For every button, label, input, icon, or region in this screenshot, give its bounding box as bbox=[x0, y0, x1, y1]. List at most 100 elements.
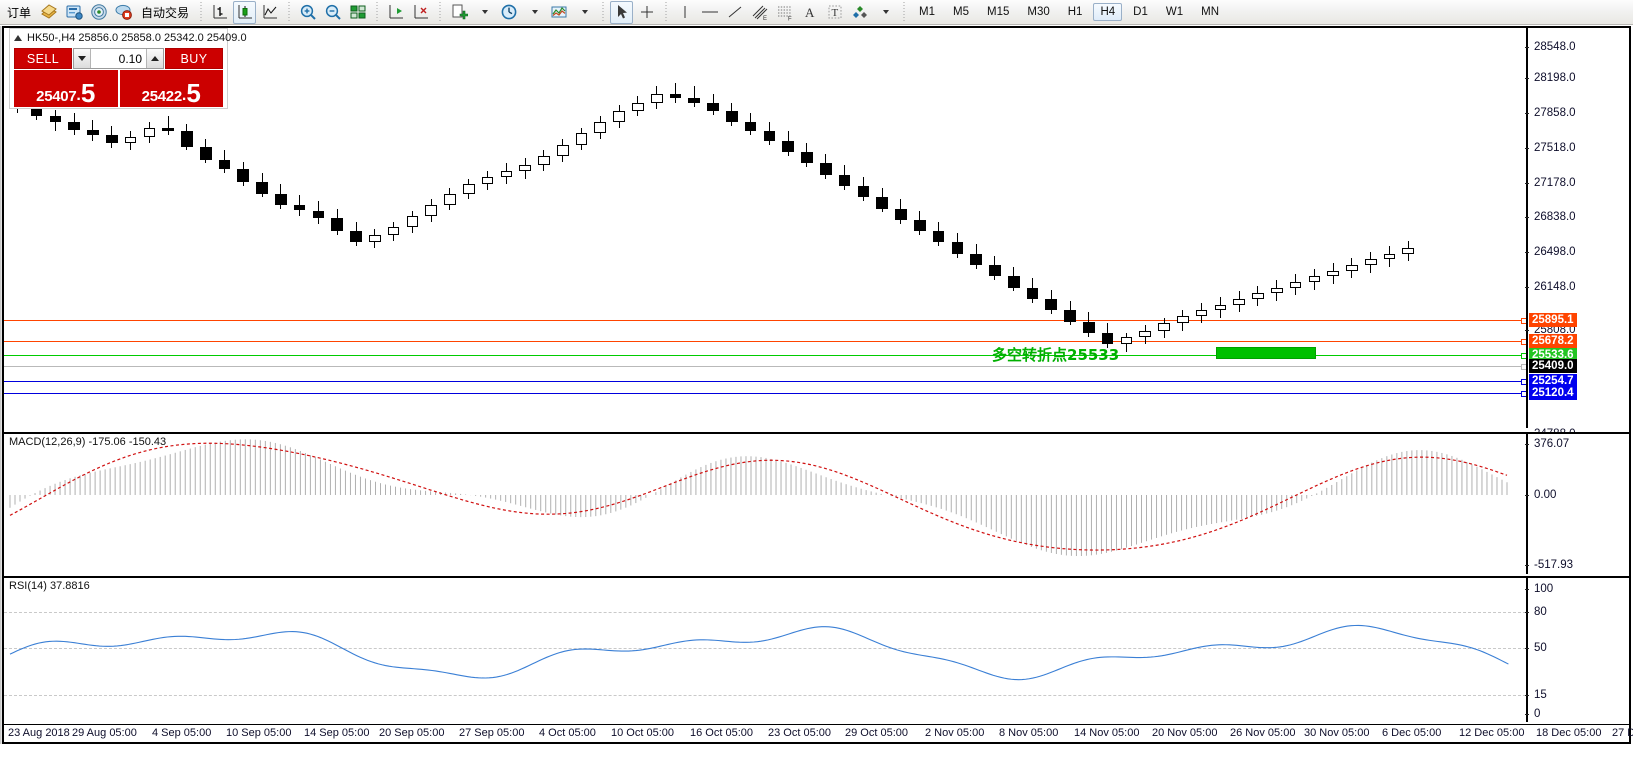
level-handle[interactable] bbox=[1521, 364, 1526, 370]
candle-body bbox=[199, 146, 212, 160]
buy-button[interactable]: BUY bbox=[165, 48, 223, 69]
bar-chart-icon[interactable] bbox=[208, 1, 231, 24]
hline-icon[interactable] bbox=[698, 1, 721, 24]
fibonacci-icon[interactable]: F bbox=[773, 1, 796, 24]
volume-decrease-button[interactable] bbox=[74, 49, 91, 68]
candle bbox=[350, 28, 362, 428]
level-line-support-1[interactable] bbox=[4, 379, 1526, 385]
timeframe-m15[interactable]: M15 bbox=[987, 6, 1010, 18]
pivot-zone-box[interactable] bbox=[1216, 347, 1316, 359]
vline-icon[interactable] bbox=[673, 1, 696, 24]
chevron-down-icon[interactable] bbox=[873, 1, 896, 24]
timeframe-h4[interactable]: H4 bbox=[1093, 3, 1123, 21]
collapse-arrow-icon[interactable] bbox=[14, 34, 22, 41]
timeframe-mn[interactable]: MN bbox=[1201, 6, 1219, 18]
volume-increase-button[interactable] bbox=[146, 49, 163, 68]
tile-windows-icon[interactable] bbox=[346, 1, 369, 24]
axis-tick bbox=[1525, 330, 1529, 331]
candle bbox=[199, 28, 212, 428]
candle bbox=[632, 28, 644, 428]
macd-axis-label: 376.07 bbox=[1534, 438, 1570, 450]
alerts-icon[interactable] bbox=[87, 1, 110, 24]
level-line-resistance-2[interactable] bbox=[4, 339, 1526, 345]
timeframe-m30[interactable]: M30 bbox=[1027, 6, 1050, 18]
level-line-current[interactable] bbox=[4, 364, 1526, 370]
sell-price-decimal: 5 bbox=[80, 78, 96, 108]
level-line-resistance-1[interactable] bbox=[4, 318, 1526, 324]
level-handle[interactable] bbox=[1521, 353, 1526, 359]
news-icon[interactable] bbox=[62, 1, 85, 24]
timeframe-m1[interactable]: M1 bbox=[919, 6, 936, 18]
level-handle[interactable] bbox=[1521, 379, 1526, 385]
new-chart-icon[interactable] bbox=[447, 1, 470, 24]
candle bbox=[481, 28, 494, 428]
candle-body bbox=[857, 186, 870, 198]
chart-shift-icon[interactable] bbox=[384, 1, 407, 24]
order-book-icon[interactable] bbox=[37, 1, 60, 24]
mailbox-icon[interactable] bbox=[112, 1, 135, 24]
level-handle[interactable] bbox=[1521, 339, 1526, 345]
candle-body bbox=[1026, 287, 1039, 299]
time-axis-label: 10 Oct 05:00 bbox=[611, 727, 674, 739]
time-axis-label: 29 Aug 05:00 bbox=[72, 727, 137, 739]
chevron-down-icon[interactable] bbox=[572, 1, 595, 24]
line-chart-icon[interactable] bbox=[258, 1, 281, 24]
level-line-pivot[interactable] bbox=[4, 353, 1526, 359]
timeframe-w1[interactable]: W1 bbox=[1165, 6, 1184, 18]
macd-plot-area[interactable] bbox=[4, 434, 1526, 574]
period-icon[interactable] bbox=[497, 1, 520, 24]
candle-body bbox=[425, 204, 438, 217]
rsi-series bbox=[9, 624, 1509, 681]
candle bbox=[707, 28, 719, 428]
vertical-scrollbar[interactable] bbox=[0, 26, 2, 744]
price-axis-label: 27858.0 bbox=[1534, 107, 1576, 119]
objects-icon[interactable] bbox=[848, 1, 871, 24]
timeframe-d1[interactable]: D1 bbox=[1133, 6, 1148, 18]
timeframe-m5[interactable]: M5 bbox=[953, 6, 969, 18]
candlestick-chart-icon[interactable] bbox=[233, 0, 257, 24]
price-pane: 多空转折点25533 28548.0 28198.0 27858.0 27518.0 2… bbox=[4, 28, 1629, 440]
axis-tick bbox=[1525, 183, 1529, 184]
auto-scroll-icon[interactable] bbox=[409, 1, 432, 24]
price-plot-area[interactable]: 多空转折点25533 bbox=[4, 28, 1526, 428]
sell-button[interactable]: SELL bbox=[14, 48, 72, 69]
chevron-down-icon[interactable] bbox=[472, 1, 495, 24]
candle bbox=[1195, 28, 1208, 428]
crosshair-icon[interactable] bbox=[635, 1, 658, 24]
level-handle[interactable] bbox=[1521, 391, 1526, 397]
volume-value[interactable]: 0.10 bbox=[91, 49, 146, 68]
price-tag-current: 25409.0 bbox=[1529, 359, 1577, 373]
label-icon[interactable]: T bbox=[823, 1, 846, 24]
timeframe-h1[interactable]: H1 bbox=[1067, 6, 1083, 18]
level-handle[interactable] bbox=[1521, 318, 1526, 324]
volume-stepper[interactable]: 0.10 bbox=[73, 48, 164, 69]
buy-price-button[interactable]: 25422. 5 bbox=[119, 70, 223, 107]
svg-text:T: T bbox=[831, 7, 838, 19]
indicators-icon[interactable] bbox=[547, 1, 570, 24]
candle-body bbox=[1083, 321, 1095, 333]
rsi-level-line bbox=[4, 648, 1526, 649]
rsi-pane: RSI(14) 37.8816 100 80 50 15 0 bbox=[4, 576, 1629, 722]
macd-axis-label: 0.00 bbox=[1534, 489, 1557, 501]
time-axis[interactable]: 23 Aug 2018 29 Aug 05:00 4 Sep 05:00 10 Sep… bbox=[4, 724, 1633, 742]
rsi-plot-area[interactable] bbox=[4, 578, 1526, 722]
cursor-icon[interactable] bbox=[610, 0, 634, 24]
text-icon[interactable]: A bbox=[798, 1, 821, 24]
sell-price-button[interactable]: 25407. 5 bbox=[14, 70, 118, 107]
equidistant-channel-icon[interactable]: E bbox=[748, 1, 771, 24]
trendline-icon[interactable] bbox=[723, 1, 746, 24]
chevron-down-icon[interactable] bbox=[522, 1, 545, 24]
candle-body bbox=[237, 169, 250, 183]
autotrade-label[interactable]: 自动交易 bbox=[141, 5, 190, 20]
candle-body bbox=[462, 184, 475, 194]
time-axis-label: 10 Sep 05:00 bbox=[226, 727, 292, 739]
price-tag-support-2: 25120.4 bbox=[1529, 386, 1577, 400]
candle-body bbox=[707, 103, 719, 111]
level-line-support-2[interactable] bbox=[4, 391, 1526, 397]
zoom-in-icon[interactable] bbox=[296, 1, 319, 24]
time-axis-label: 27 Sep 05:00 bbox=[459, 727, 525, 739]
price-axis[interactable]: 28548.0 28198.0 27858.0 27518.0 27178.0 26838… bbox=[1525, 28, 1629, 440]
axis-tick bbox=[1525, 217, 1529, 218]
orders-label[interactable]: 订单 bbox=[7, 5, 32, 20]
zoom-out-icon[interactable] bbox=[321, 1, 344, 24]
